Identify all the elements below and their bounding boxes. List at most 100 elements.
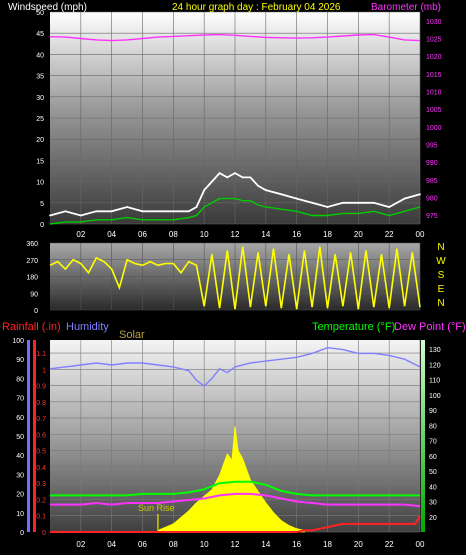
barometer-tick-label: 980 [426,196,438,203]
windspeed-point [79,214,82,217]
series-line-rainfall [50,515,421,533]
compass-label: W [436,256,446,267]
wind-x-tick-label: 14 [261,230,270,239]
direction-grid [50,242,421,311]
wind-tick-label: 10 [36,180,44,187]
rainfall-tick-label: 0.3 [36,481,46,488]
temperature-tick-label: 70 [429,439,437,446]
humidity-tick-label: 90 [16,357,24,364]
temperature-axis-bar [421,340,425,532]
temperature-tick-label: 110 [429,378,440,385]
windspeed-point [172,210,175,213]
temperature-x-tick-label: 04 [107,540,116,549]
temperature-label: Temperature (°F) [312,321,395,333]
humidity-label: Humidity [66,321,109,333]
windspeed-point [218,172,221,175]
windspeed-point [326,206,329,208]
rainfall-tick-label: 0.9 [36,384,46,391]
temperature-tick-label: 90 [429,408,437,415]
temperature-x-tick-label: 18 [323,540,332,549]
temperature-tick-label: 130 [429,347,441,354]
compass-label: E [438,284,445,295]
rainfall-tick-label: 0.7 [36,416,46,423]
wind-tick-label: 40 [36,52,44,59]
humidity-tick-label: 80 [16,376,24,383]
temperature-x-tick-label: 12 [231,540,240,549]
temperature-tick-label: 100 [429,393,441,400]
temperature-x-tick-label: 22 [385,540,394,549]
wind-x-tick-label: 22 [385,230,394,239]
humidity-tick-label: 50 [16,434,24,441]
temperature-tick-label: 50 [429,469,437,476]
series-line-windspeed [49,171,421,217]
temperature-x-tick-label: 06 [138,540,147,549]
humidity-tick-label: 70 [16,396,24,403]
wind-x-tick-label: 08 [169,230,178,239]
series-line-direction [49,246,421,310]
direction-series [49,246,421,310]
wind-tick-label: 50 [36,10,44,17]
temperature-x-tick-label: 16 [292,540,301,549]
humidity-tick-label: 60 [16,415,24,422]
humidity-tick-label: 40 [16,453,24,460]
series-line-temperature [50,480,420,497]
barometer-label: Barometer (mb) [371,2,441,13]
windspeed-point [110,210,113,213]
wind-tick-label: 30 [36,95,44,102]
wind-tick-label: 20 [36,137,44,144]
windspeed-point [311,201,313,204]
barometer-tick-label: 1005 [426,107,442,114]
windspeed-point [64,210,67,213]
barometer-tick-label: 985 [426,178,438,185]
windspeed-point [210,180,213,183]
barometer-tick-label: 1025 [426,37,442,44]
rainfall-tick-label: 1 [42,367,46,374]
barometer-tick-label: 975 [426,213,438,220]
temperature-tick-label: 30 [429,500,437,507]
barometer-tick-label: 1000 [426,125,442,132]
windspeed-point [203,189,206,191]
compass-label: N [437,242,444,253]
rainfall-tick-label: 0.6 [36,432,46,439]
graph-title: 24 hour graph day : February 04 2026 [172,2,341,13]
temperature-tick-label: 60 [429,454,437,461]
direction-tick-label: 0 [34,308,38,315]
temperature-tick-label: 20 [429,515,437,522]
series-line-barometer [49,33,421,42]
lower-axes: 0 0.1 0.2 0.3 0.4 0.5 0.6 0.7 0.8 0.9 1 1.1 0 10 20 30 4… [12,338,440,537]
temperature-x-tick-label: 14 [261,540,270,549]
direction-axis-ticks: 0 90 180 270 360 [26,241,38,315]
humidity-tick-label: 20 [16,492,24,499]
series-line-humidity [49,346,421,388]
humidity-axis-bar [27,340,30,532]
windspeed-label: Windspeed (mph) [8,2,87,13]
rainfall-label: Rainfall (.in) [2,321,61,333]
sunrise-label: Sun Rise [138,503,175,513]
temperature-tick-label: 80 [429,423,437,430]
temperature-x-tick-label: 00 [416,540,425,549]
rainfall-tick-label: 1.1 [36,351,46,358]
dewpoint-label: Dew Point (°F) [394,321,466,333]
rainfall-tick-label: 0.8 [36,400,46,407]
windspeed-point [234,172,236,175]
windspeed-point [157,210,159,213]
windspeed-point [342,201,344,204]
windspeed-point [295,197,298,200]
rainfall-tick-label: 0.5 [36,449,46,456]
barometer-tick-label: 1010 [426,90,442,97]
temperature-x-tick-label: 10 [200,540,209,549]
barometer-tick-label: 1020 [426,54,442,61]
windspeed-point [95,210,98,213]
barometer-tick-label: 1030 [426,19,442,26]
windspeed-point [264,189,267,191]
windspeed-point [141,210,144,213]
windspeed-point [241,176,244,179]
wind-axis-ticks: 0 5 10 15 20 25 30 35 40 45 50 [36,10,44,229]
wind-series [49,33,421,225]
solar-label: Solar [119,329,145,341]
solar-area [157,426,305,533]
compass-label: S [438,270,445,281]
wind-tick-label: 5 [40,201,44,208]
